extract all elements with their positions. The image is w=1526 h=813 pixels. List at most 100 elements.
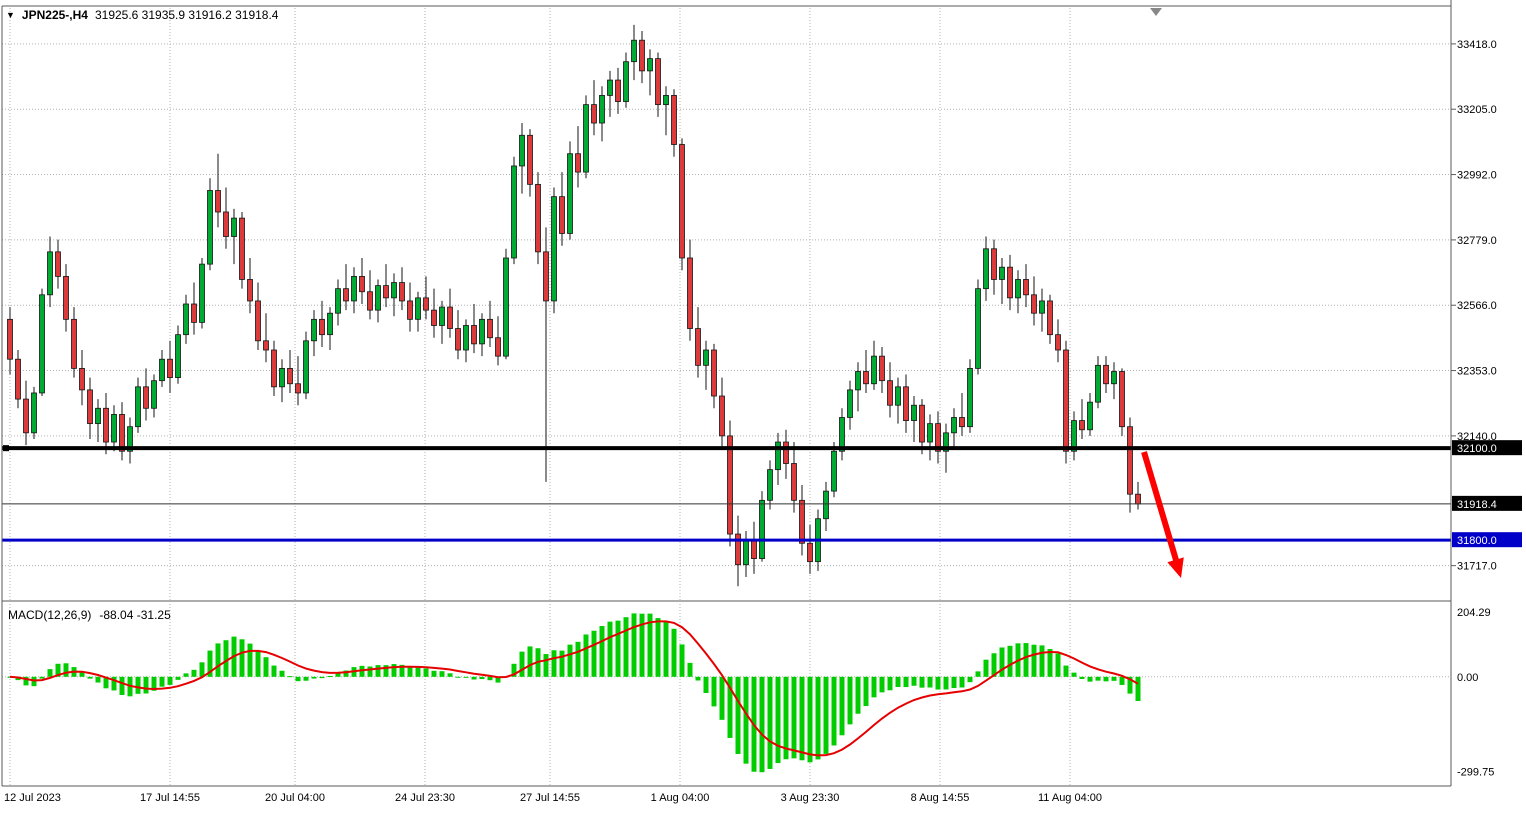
candle (207, 178, 213, 271)
macd-bar (783, 676, 789, 760)
candle (1095, 356, 1101, 409)
macd-bar (815, 676, 821, 760)
candle (1111, 362, 1117, 400)
candle (887, 362, 893, 418)
candle (343, 264, 349, 311)
candle (775, 432, 781, 485)
macd-bar (343, 670, 349, 677)
candle (303, 331, 309, 400)
chart-shift-marker-icon[interactable] (1150, 8, 1162, 16)
candle (1087, 392, 1093, 436)
macd-histogram (7, 613, 1141, 773)
price-axis[interactable]: 33418.0 33205.0 32992.0 32779.0 32566.0 32353… (1451, 39, 1497, 779)
candle (911, 396, 917, 443)
macd-bar (767, 676, 773, 769)
hline-anchor[interactable] (3, 445, 9, 452)
macd-bar (591, 630, 597, 677)
candle (71, 307, 77, 378)
time-axis-label: 27 Jul 14:55 (520, 792, 580, 804)
macd-bar (759, 676, 765, 773)
macd-indicator-label: MACD(12,26,9) (8, 608, 92, 622)
macd-bar (295, 676, 301, 682)
candle (743, 530, 749, 577)
macd-bar (447, 673, 453, 677)
candle (631, 24, 637, 81)
macd-bar (631, 613, 637, 677)
macd-bar (991, 653, 997, 677)
macd-bar (679, 644, 685, 677)
macd-bar (1135, 676, 1141, 701)
symbol-bar: ▼ JPN225-,H4 31925.6 31935.9 31916.2 319… (6, 8, 278, 22)
macd-bar (1007, 645, 1013, 677)
macd-bar (47, 669, 53, 677)
macd-bar (927, 676, 933, 688)
macd-bar (487, 676, 493, 681)
candle (439, 300, 445, 344)
svg-text:31918.4: 31918.4 (1457, 499, 1497, 511)
candle (983, 236, 989, 301)
candle (407, 282, 413, 332)
macd-bar (479, 676, 485, 680)
macd-bar (559, 650, 565, 677)
macd-bar (823, 676, 829, 754)
candle (167, 340, 173, 393)
candle (967, 359, 973, 433)
candle (423, 276, 429, 320)
macd-bar (1031, 644, 1037, 677)
candle (375, 279, 381, 323)
trend-arrow[interactable] (1141, 451, 1184, 578)
macd-bar (183, 673, 189, 677)
macd-bar (1095, 676, 1101, 681)
macd-bar (151, 676, 157, 691)
macd-bar (87, 676, 93, 679)
candle (1047, 294, 1053, 344)
price-axis-label: 32140.0 (1457, 431, 1497, 443)
candle (79, 350, 85, 406)
macd-bar (903, 676, 909, 688)
macd-bar (55, 663, 61, 677)
candle (695, 307, 701, 378)
candle (999, 257, 1005, 304)
macd-bar (799, 676, 805, 761)
macd-bar (735, 676, 741, 754)
macd-bar (1055, 653, 1061, 677)
price-axis-label: 32779.0 (1457, 235, 1497, 247)
candle (903, 374, 909, 433)
candle (39, 288, 45, 397)
candle (799, 484, 805, 556)
candle (575, 126, 581, 188)
macd-bar (687, 662, 693, 677)
candle (783, 429, 789, 479)
candle (1119, 368, 1125, 436)
macd-bar (623, 617, 629, 677)
candle (399, 267, 405, 311)
candle (455, 310, 461, 360)
candle (559, 172, 565, 246)
price-axis-label: 32992.0 (1457, 170, 1497, 182)
candle (199, 257, 205, 329)
macd-bar (375, 665, 381, 677)
macd-bar (615, 620, 621, 677)
symbol-timeframe-label: JPN225-,H4 (21, 8, 88, 22)
macd-bar (743, 676, 749, 764)
candle (807, 524, 813, 574)
candle (1071, 411, 1077, 461)
macd-bar (431, 670, 437, 677)
candle (103, 392, 109, 455)
macd-bar (1039, 645, 1045, 677)
candle (7, 307, 13, 375)
candle (319, 300, 325, 347)
macd-bar (103, 676, 109, 689)
time-axis[interactable]: 12 Jul 2023 17 Jul 14:55 20 Jul 04:00 24 Ju… (4, 792, 1102, 804)
macd-bar (455, 676, 461, 678)
candle (919, 399, 925, 455)
candle (287, 350, 293, 393)
symbol-dropdown-icon[interactable]: ▼ (6, 9, 15, 20)
current-price-badge: 31918.4 (1452, 495, 1522, 511)
candle (855, 362, 861, 412)
macd-bar (551, 650, 557, 677)
candle (711, 343, 717, 409)
macd-signal-line (9, 620, 1139, 757)
macd-bar (847, 676, 853, 725)
